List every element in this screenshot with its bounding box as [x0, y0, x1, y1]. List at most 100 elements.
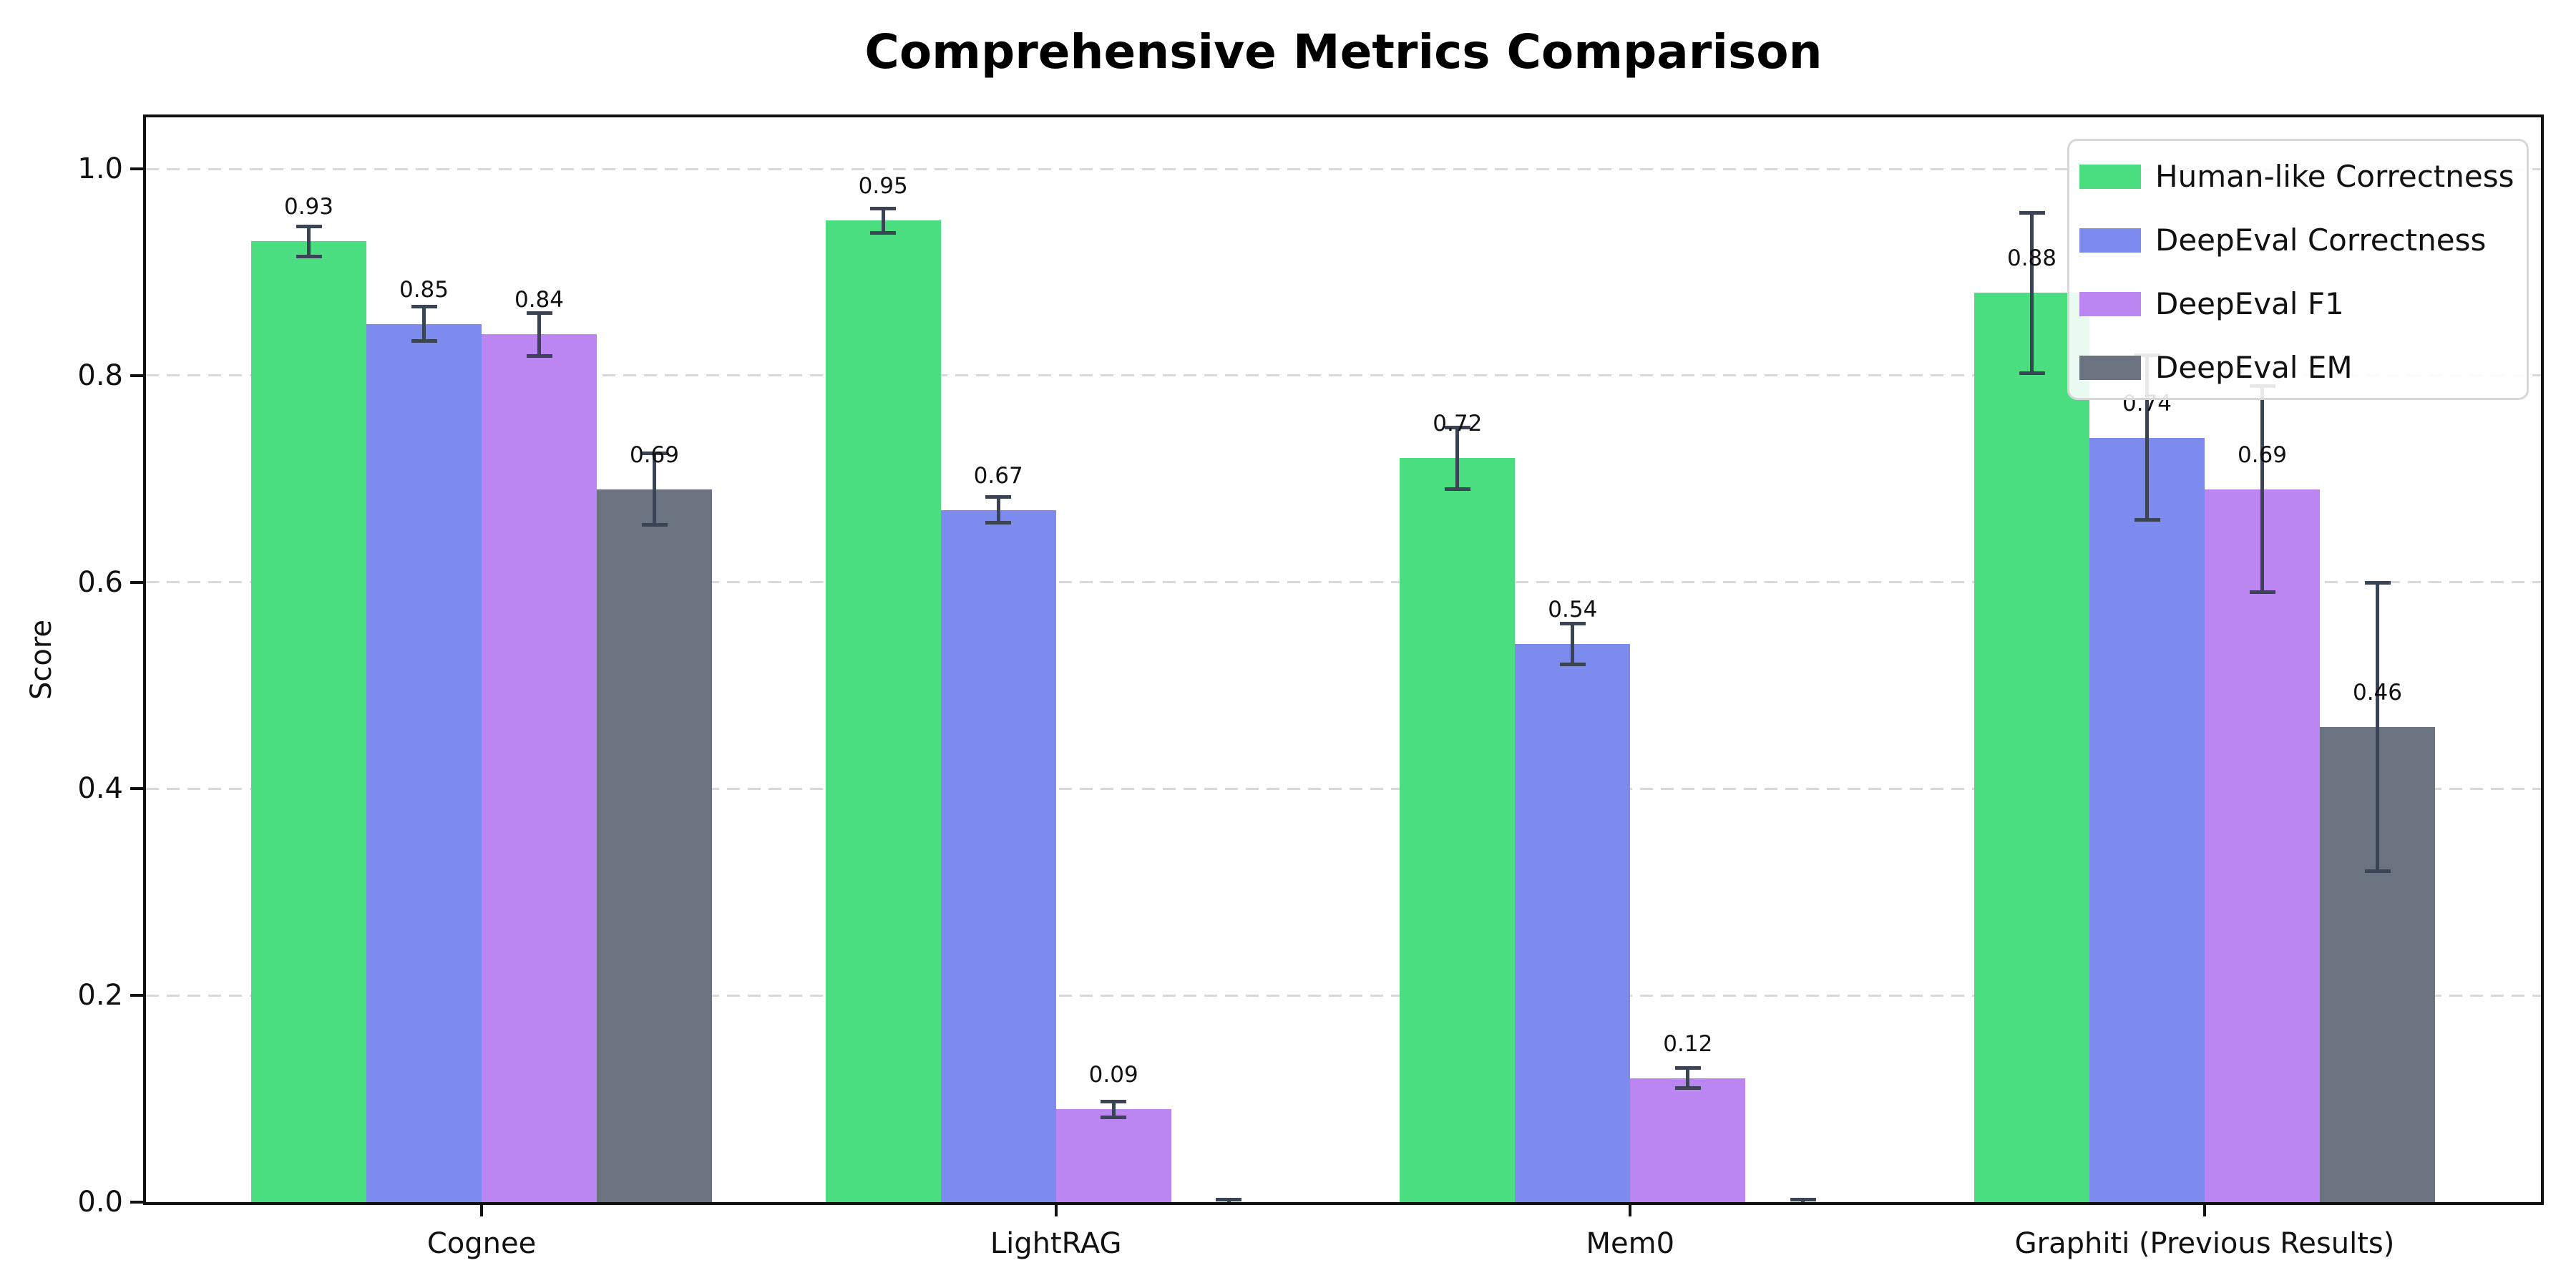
bar-value-label: 0.85 — [399, 276, 449, 303]
error-bar — [1455, 427, 1460, 489]
gridline — [146, 787, 2541, 790]
error-bar-cap — [1790, 1197, 1816, 1201]
error-bar-cap — [2249, 590, 2275, 595]
gridline — [146, 994, 2541, 997]
error-bar-cap — [1444, 487, 1470, 491]
bar-value-label: 0.93 — [283, 194, 334, 220]
error-bar-cap — [1559, 663, 1586, 667]
error-bar-cap — [985, 521, 1012, 525]
bar — [366, 323, 482, 1202]
bar-value-label: 0.84 — [514, 287, 565, 313]
bar — [1974, 293, 2089, 1202]
gridline — [146, 374, 2541, 377]
bar-value-label: 0.69 — [629, 441, 680, 468]
bar — [1055, 1109, 1171, 1202]
chart-title: Comprehensive Metrics Comparison — [864, 24, 1823, 79]
bar-value-label: 0.46 — [2352, 679, 2403, 706]
x-tick-label: Cognee — [426, 1227, 537, 1260]
error-bar — [2376, 582, 2379, 872]
bar-value-label: 0.12 — [1663, 1030, 1713, 1057]
bar — [1515, 644, 1631, 1202]
error-bar-cap — [296, 224, 322, 228]
error-bar-cap — [526, 353, 552, 358]
error-bar-cap — [641, 452, 668, 456]
y-tick-label: 0.0 — [77, 1186, 123, 1219]
y-tick — [130, 1201, 143, 1204]
y-tick — [130, 994, 143, 997]
error-bar-cap — [411, 305, 437, 309]
bar-value-label: 0.88 — [2006, 245, 2057, 272]
x-tick-label: Mem0 — [1586, 1227, 1675, 1260]
legend-swatch — [2079, 355, 2141, 380]
bar-value-label: 0.67 — [973, 462, 1023, 489]
y-axis-label: Score — [25, 619, 58, 701]
error-bar — [537, 312, 541, 356]
x-tick-label: Graphiti (Previous Results) — [2014, 1227, 2395, 1260]
error-bar-cap — [985, 494, 1012, 499]
bar — [940, 509, 1056, 1202]
x-tick — [2203, 1205, 2206, 1216]
y-tick-label: 0.2 — [77, 979, 123, 1013]
legend-label: DeepEval F1 — [2155, 286, 2344, 321]
legend-swatch — [2079, 228, 2141, 253]
legend-row: DeepEval F1 — [2069, 272, 2527, 336]
error-bar-cap — [2019, 210, 2045, 215]
error-bar — [653, 453, 656, 526]
error-bar-cap — [1216, 1197, 1242, 1201]
legend-row: Human-like Correctness — [2069, 145, 2527, 208]
error-bar-cap — [526, 311, 552, 315]
x-tick — [480, 1205, 483, 1216]
error-bar-cap — [2134, 518, 2160, 522]
y-tick — [130, 374, 143, 377]
error-bar — [2260, 386, 2264, 593]
y-tick-label: 1.0 — [77, 152, 123, 186]
bar — [825, 220, 941, 1202]
error-bar — [881, 208, 885, 233]
legend-label: DeepEval Correctness — [2155, 223, 2487, 258]
legend: Human-like Correctness DeepEval Correctne… — [2067, 139, 2529, 400]
error-bar-cap — [641, 523, 668, 527]
legend-swatch — [2079, 291, 2141, 316]
y-tick-label: 0.8 — [77, 358, 123, 392]
error-bar — [1571, 623, 1575, 665]
bar — [1400, 458, 1516, 1202]
y-tick — [130, 787, 143, 791]
error-bar-cap — [870, 207, 897, 211]
bar — [597, 489, 712, 1202]
x-tick-label: LightRAG — [990, 1227, 1122, 1260]
error-bar-cap — [1674, 1066, 1701, 1070]
error-bar-cap — [1444, 426, 1470, 430]
error-bar-cap — [2364, 869, 2391, 873]
error-bar — [2145, 355, 2149, 521]
error-bar-cap — [870, 230, 897, 235]
x-tick — [1054, 1205, 1058, 1216]
bar-value-label: 0.54 — [1548, 597, 1598, 623]
error-bar — [422, 306, 426, 342]
error-bar-cap — [2019, 371, 2045, 376]
legend-label: DeepEval EM — [2155, 350, 2353, 385]
error-bar-cap — [2364, 580, 2391, 585]
bar — [251, 241, 366, 1202]
error-bar-cap — [1101, 1099, 1127, 1103]
error-bar-cap — [1101, 1115, 1127, 1119]
bar — [2205, 489, 2320, 1202]
bar-value-label: 0.69 — [2237, 441, 2288, 468]
error-bar — [307, 225, 311, 257]
error-bar-cap — [1674, 1086, 1701, 1091]
bar-value-label: 0.72 — [1433, 411, 1483, 437]
error-bar-cap — [1559, 622, 1586, 626]
error-bar — [1111, 1101, 1116, 1118]
legend-row: DeepEval EM — [2069, 336, 2527, 399]
legend-row: DeepEval Correctness — [2069, 208, 2527, 272]
gridline — [146, 581, 2541, 584]
bar-value-label: 0.09 — [1088, 1062, 1138, 1088]
legend-swatch — [2079, 164, 2141, 189]
y-tick — [130, 167, 143, 171]
legend-label: Human-like Correctness — [2155, 159, 2514, 194]
bar — [1630, 1078, 1746, 1202]
error-bar-cap — [296, 254, 322, 258]
error-bar — [996, 496, 1000, 524]
x-tick — [1629, 1205, 1632, 1216]
bar — [2089, 437, 2205, 1202]
